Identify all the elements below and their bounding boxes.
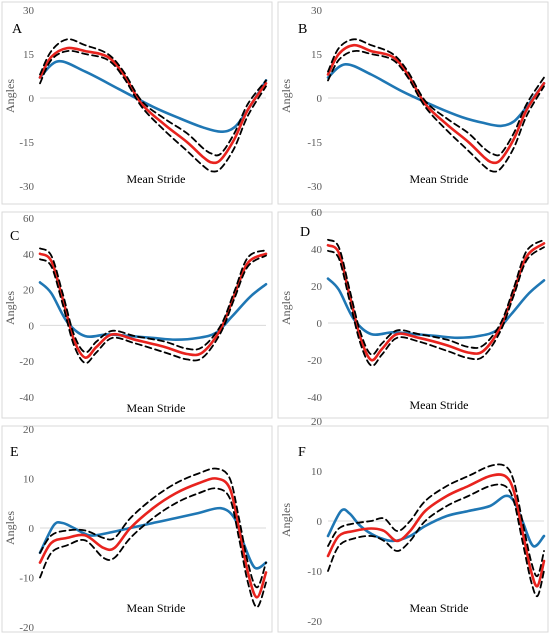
y-tick-label: 30 (311, 5, 323, 17)
panel-frame (277, 425, 549, 633)
panel-c: 60 40 20 0 -20 -40 Angles Mean Stride C (1, 211, 273, 419)
panel-frame (1, 425, 273, 633)
dashed-band-line (39, 487, 267, 609)
y-tick-label: 0 (317, 516, 323, 528)
y-tick-label: 0 (29, 93, 35, 105)
dashed-band-line (327, 238, 545, 356)
red-series-line (326, 242, 546, 362)
panel-letter: C (10, 229, 19, 244)
y-tick-label: 40 (23, 249, 35, 261)
blue-series-line (326, 62, 546, 128)
y-tick-label: 60 (311, 207, 323, 219)
panel-d: 60 40 20 0 -20 -40 Angles Mean Stride D (277, 207, 549, 419)
y-tick-label: -20 (19, 622, 34, 634)
panel-letter: A (12, 22, 23, 37)
dashed-band-line (327, 246, 545, 367)
y-tick-label: -40 (19, 392, 34, 404)
y-tick-label: -30 (19, 181, 34, 193)
panel-letter: E (10, 445, 19, 460)
y-tick-label: -20 (307, 355, 322, 367)
y-tick-label: 20 (311, 416, 323, 428)
y-axis-title: Angles (3, 511, 17, 545)
y-tick-label: -40 (307, 392, 322, 404)
y-axis-title: Angles (279, 79, 293, 113)
x-axis-title: Mean Stride (127, 401, 186, 415)
panel-letter: D (300, 225, 310, 240)
panel-b: 30 15 0 -15 -30 Angles Mean Stride B (277, 1, 549, 205)
blue-series-line (38, 59, 268, 134)
y-axis-title: Angles (3, 79, 17, 113)
y-tick-label: 20 (23, 285, 35, 297)
x-axis-title: Mean Stride (127, 601, 186, 615)
dashed-band-line (39, 38, 267, 157)
y-tick-label: 0 (317, 93, 323, 105)
y-tick-label: 10 (311, 466, 323, 478)
x-axis-title: Mean Stride (410, 172, 469, 186)
panel-frame (1, 211, 273, 419)
red-series-line (326, 473, 546, 588)
y-tick-label: 15 (23, 49, 35, 61)
red-series-line (38, 252, 268, 359)
blue-series-line (38, 506, 268, 570)
panel-frame (277, 211, 549, 419)
dashed-band-line (327, 38, 545, 157)
y-tick-label: 40 (311, 244, 323, 256)
panel-a: 30 15 0 -15 -30 Angles Mean Stride A (1, 1, 273, 205)
red-series-line (38, 46, 268, 165)
dashed-band-line (327, 483, 545, 598)
dashed-band-line (327, 49, 545, 173)
y-tick-label: 30 (23, 5, 35, 17)
y-tick-label: 0 (29, 523, 35, 535)
dashed-band-line (39, 254, 267, 364)
red-series-line (326, 43, 546, 165)
panel-frame (1, 1, 273, 205)
y-tick-label: 0 (317, 318, 323, 330)
panel-f: 20 10 0 -10 -20 Angles Mean Stride F (277, 416, 549, 633)
y-tick-label: 15 (311, 49, 323, 61)
dashed-band-line (39, 247, 267, 354)
y-tick-label: 20 (23, 424, 35, 436)
dashed-band-line (39, 467, 267, 589)
y-tick-label: 10 (23, 474, 35, 486)
y-tick-label: -20 (307, 616, 322, 628)
y-tick-label: -15 (307, 137, 322, 149)
y-tick-label: -15 (19, 137, 34, 149)
y-axis-title: Angles (279, 291, 293, 325)
x-axis-title: Mean Stride (410, 398, 469, 412)
y-tick-label: 0 (29, 320, 35, 332)
blue-series-line (38, 281, 268, 342)
y-axis-title: Angles (279, 503, 293, 537)
y-tick-label: -10 (19, 573, 34, 585)
panel-letter: F (298, 445, 306, 460)
red-series-line (38, 477, 268, 599)
dashed-band-line (39, 49, 267, 173)
y-tick-label: 60 (23, 213, 35, 225)
y-axis-title: Angles (3, 291, 17, 325)
y-tick-label: -30 (307, 181, 322, 193)
y-tick-label: 20 (311, 281, 323, 293)
dashed-band-line (327, 463, 545, 578)
x-axis-title: Mean Stride (127, 172, 186, 186)
blue-series-line (326, 277, 546, 340)
panel-e: 20 10 0 -10 -20 Angles Mean Stride E (1, 424, 273, 634)
panel-frame (277, 1, 549, 205)
y-tick-label: -10 (307, 566, 322, 578)
x-axis-title: Mean Stride (410, 601, 469, 615)
y-tick-label: -20 (19, 356, 34, 368)
panel-letter: B (298, 22, 307, 37)
